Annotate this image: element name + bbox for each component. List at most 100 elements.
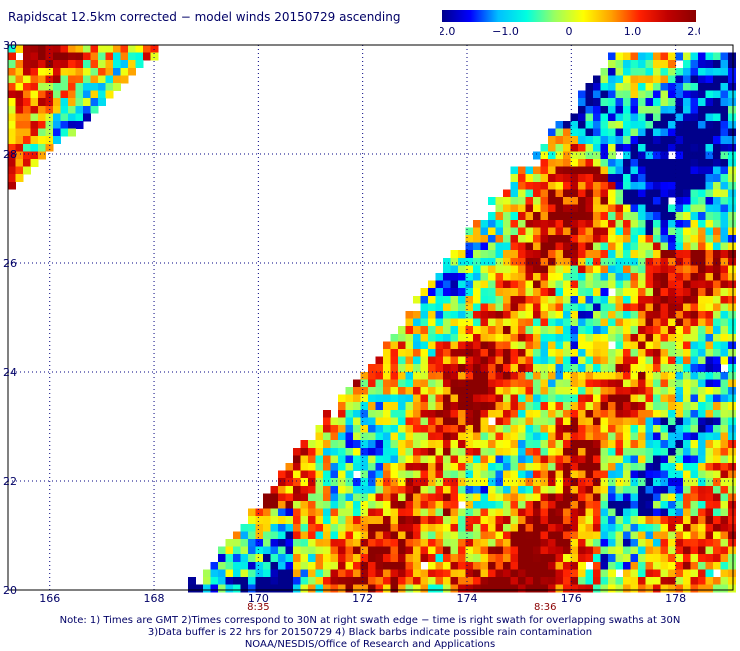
wind-cell [593, 561, 601, 570]
wind-cell [518, 242, 526, 251]
wind-cell [705, 470, 714, 479]
wind-cell [488, 341, 496, 350]
wind-cell [608, 379, 616, 388]
wind-cell [623, 470, 631, 479]
wind-cell [563, 516, 571, 525]
wind-cell [690, 280, 699, 289]
wind-cell [510, 531, 519, 540]
wind-cell [668, 531, 676, 540]
wind-cell [623, 402, 631, 411]
wind-cell [420, 478, 429, 487]
wind-cell [570, 333, 579, 342]
wind-cell [683, 447, 691, 456]
wind-cell [443, 501, 451, 509]
wind-cell [705, 227, 714, 236]
wind-cell [623, 60, 631, 69]
wind-cell [720, 204, 729, 213]
wind-cell [240, 577, 249, 585]
wind-cell [255, 531, 264, 540]
wind-cell [668, 303, 676, 312]
wind-cell [615, 136, 624, 145]
wind-cell [660, 227, 669, 236]
wind-cell [608, 265, 616, 274]
wind-cell [705, 539, 714, 547]
wind-cell [458, 478, 466, 487]
wind-cell [443, 508, 451, 517]
wind-cell [128, 60, 136, 69]
wind-cell [308, 493, 316, 502]
wind-cell [353, 485, 361, 494]
lon-tick-label: 178 [665, 592, 686, 605]
wind-cell [728, 143, 736, 152]
wind-cell [488, 250, 496, 259]
wind-cell [630, 143, 639, 152]
wind-cell [480, 341, 489, 350]
wind-cell [30, 121, 39, 129]
wind-cell [413, 417, 421, 426]
wind-cell [518, 273, 526, 281]
wind-cell [428, 485, 436, 494]
wind-cell [645, 235, 654, 243]
wind-cell [510, 288, 519, 297]
wind-cell [353, 539, 361, 547]
wind-cell [728, 227, 736, 236]
wind-cell [525, 455, 534, 464]
wind-cell [683, 235, 691, 243]
wind-cell [98, 52, 106, 61]
wind-cell [698, 295, 706, 304]
wind-cell [623, 508, 631, 517]
wind-cell [548, 311, 556, 319]
wind-cell [705, 349, 714, 357]
wind-cell [473, 463, 481, 471]
wind-cell [578, 235, 586, 243]
wind-cell [113, 67, 121, 76]
wind-cell [465, 516, 474, 525]
wind-cell [578, 212, 586, 221]
wind-cell [518, 569, 526, 578]
wind-cell [600, 478, 609, 487]
wind-cell [345, 554, 354, 563]
wind-cell [488, 523, 496, 532]
wind-cell [653, 508, 661, 517]
wind-cell [405, 425, 414, 433]
wind-cell [675, 174, 684, 183]
wind-cell [435, 387, 444, 395]
wind-cell [675, 288, 684, 297]
wind-cell [720, 516, 729, 525]
wind-cell [630, 98, 639, 107]
wind-cell [53, 128, 61, 137]
wind-cell [488, 440, 496, 449]
wind-cell [578, 569, 586, 578]
lat-tick-label: 22 [3, 475, 17, 488]
wind-cell [720, 349, 729, 357]
wind-cell [705, 417, 714, 426]
wind-cell [353, 463, 361, 471]
wind-cell [495, 493, 504, 502]
wind-cell [683, 204, 691, 213]
wind-cell [398, 394, 406, 403]
wind-cell [555, 189, 564, 198]
wind-cell [345, 531, 354, 540]
wind-cell [570, 493, 579, 502]
wind-cell [465, 470, 474, 479]
wind-cell [630, 455, 639, 464]
wind-cell [555, 577, 564, 585]
wind-cell [510, 501, 519, 509]
wind-cell [720, 569, 729, 578]
wind-cell [15, 143, 24, 152]
wind-cell [698, 174, 706, 183]
wind-cell [533, 265, 541, 274]
wind-cell [653, 501, 661, 509]
wind-cell [330, 425, 339, 433]
wind-cell [390, 554, 399, 563]
wind-cell [593, 493, 601, 502]
wind-cell [653, 554, 661, 563]
wind-cell [263, 523, 271, 532]
wind-cell [540, 516, 549, 525]
wind-cell [548, 554, 556, 563]
wind-cell [683, 417, 691, 426]
wind-cell [690, 265, 699, 274]
wind-cell [683, 539, 691, 547]
wind-cell [360, 508, 369, 517]
wind-cell [713, 539, 721, 547]
